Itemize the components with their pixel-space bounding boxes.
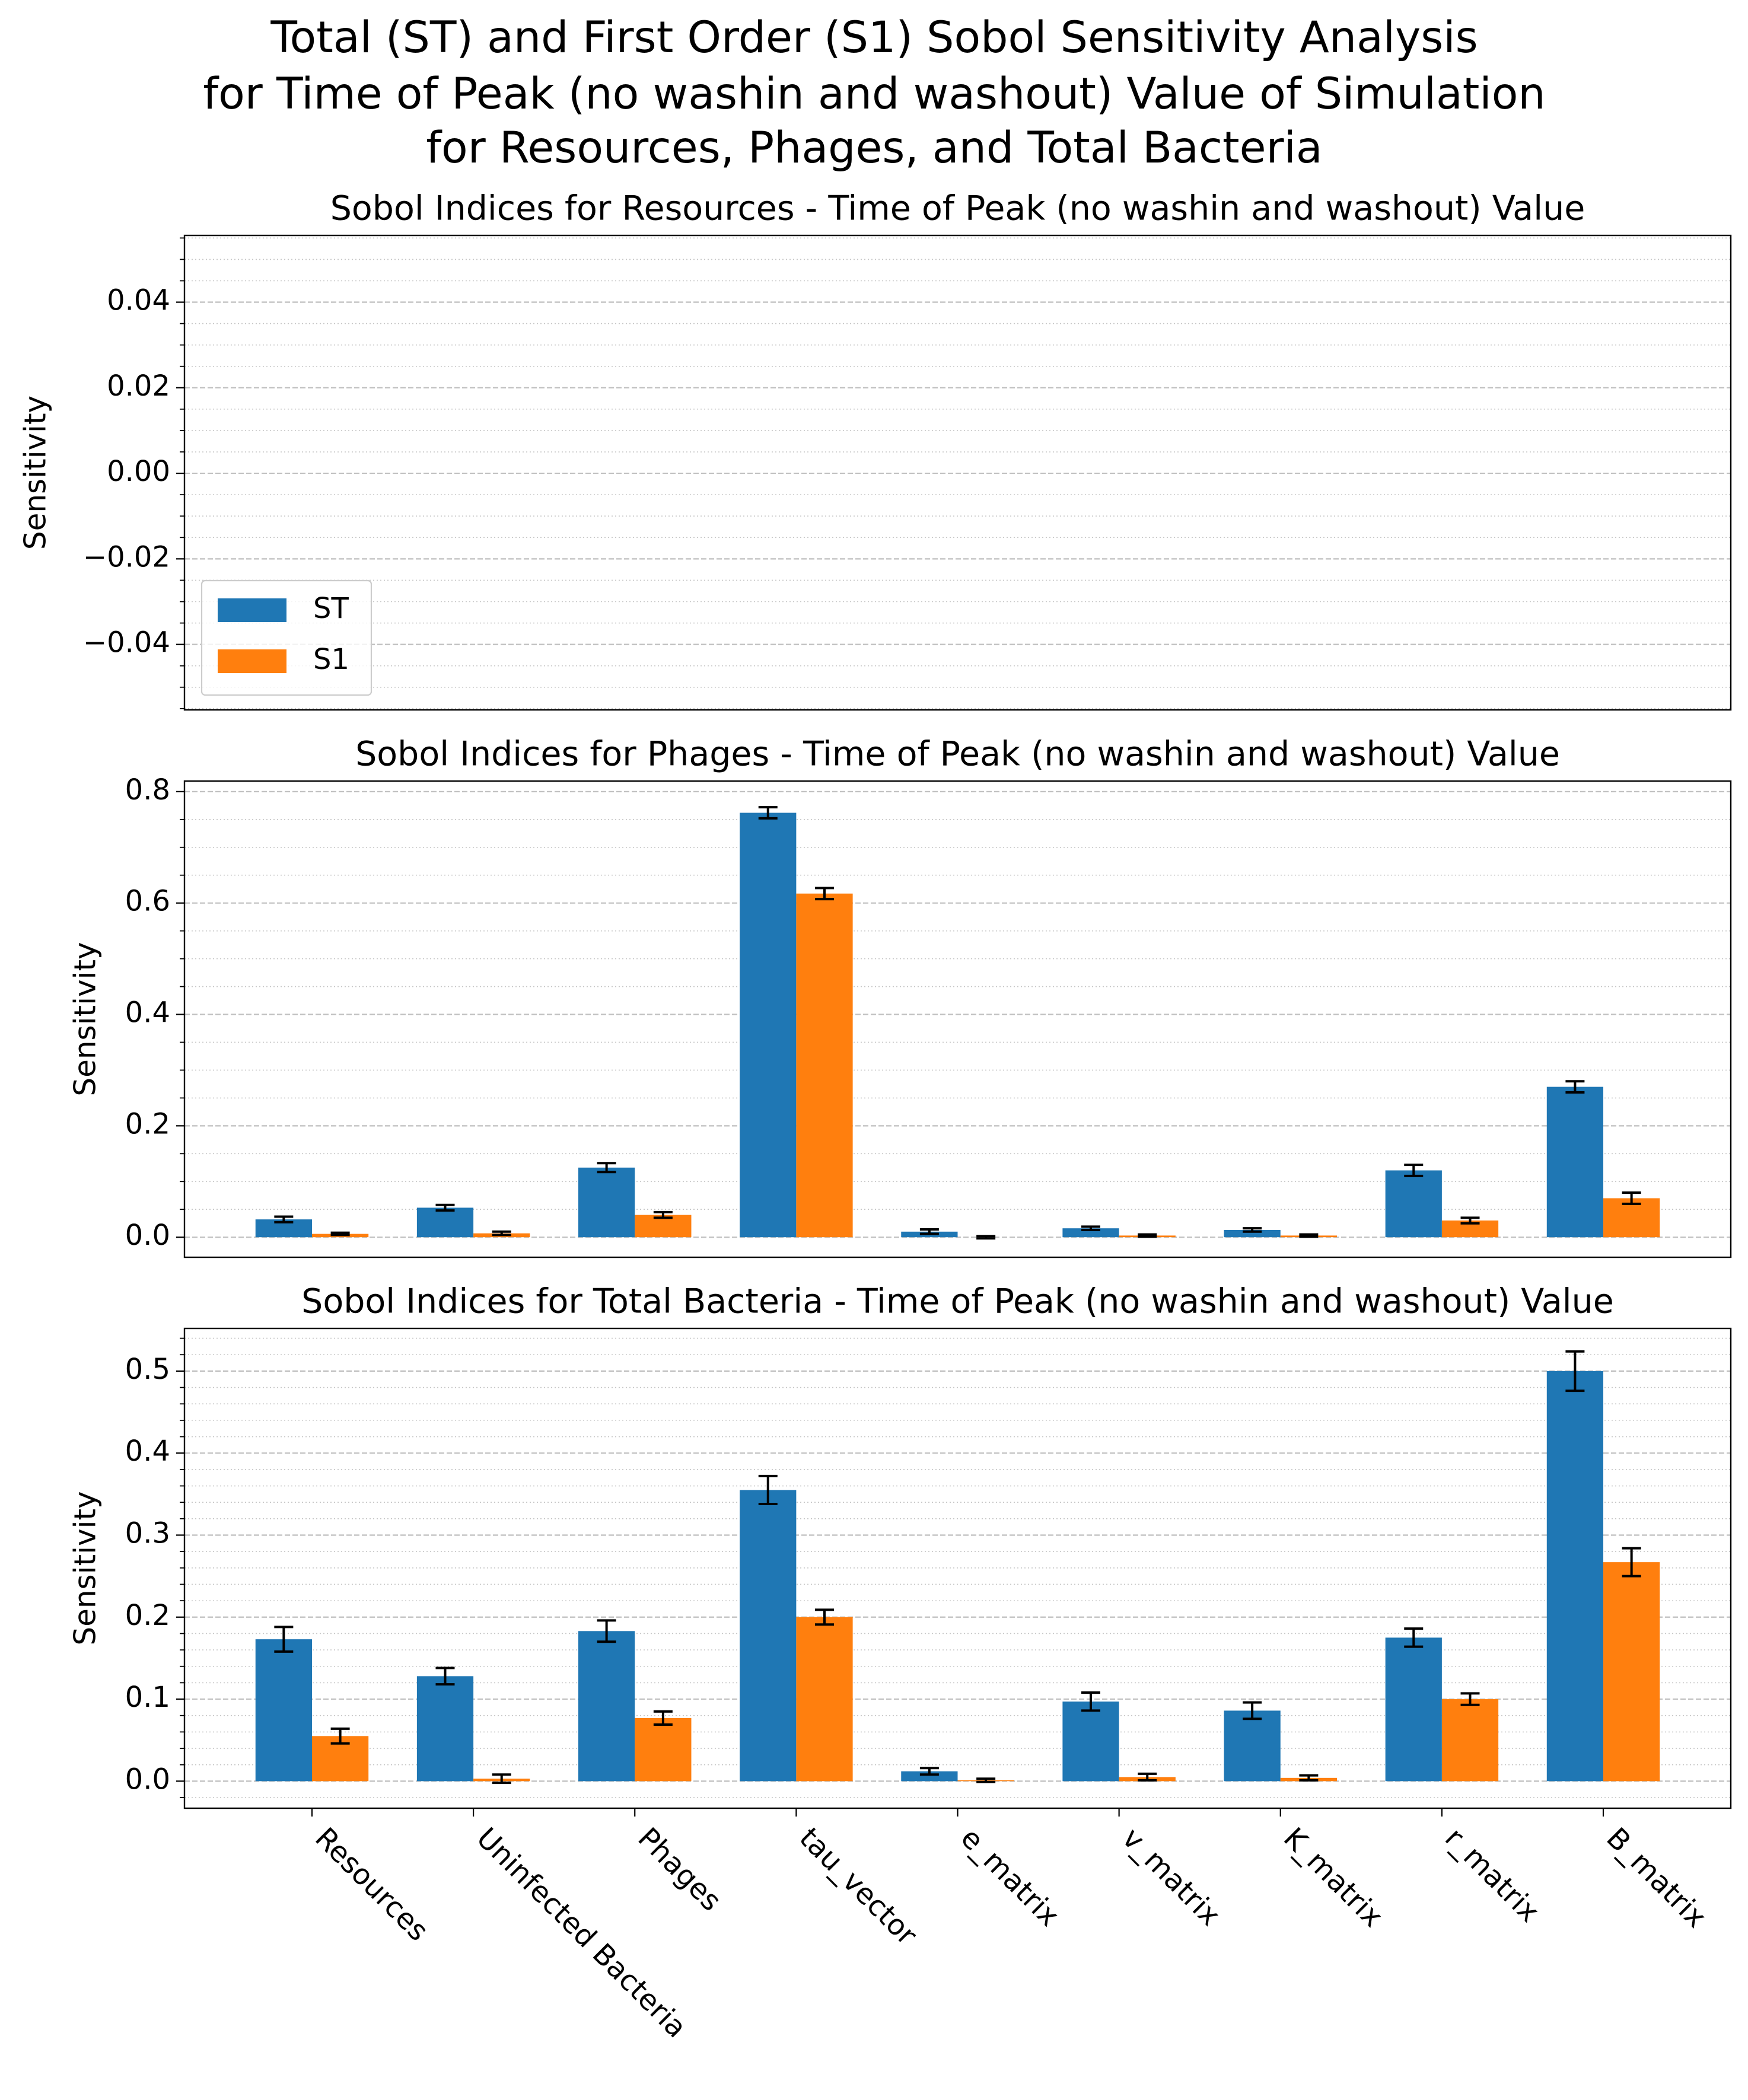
error-bar — [1622, 1191, 1641, 1205]
bar — [796, 1617, 853, 1782]
bar — [740, 1490, 797, 1782]
y-axis-label: Sensitivity — [68, 1491, 103, 1645]
error-bar — [1404, 1164, 1424, 1177]
error-bar — [1565, 1350, 1585, 1392]
y-tick-label: 0.04 — [107, 284, 170, 317]
axes-frame — [183, 234, 1732, 711]
legend-label: ST — [313, 592, 349, 625]
error-bar — [653, 1710, 673, 1726]
error-bar — [1299, 1774, 1319, 1782]
subplot-title: Sobol Indices for Resources - Time of Pe… — [330, 189, 1585, 228]
error-bar — [976, 1777, 996, 1783]
bar — [740, 812, 797, 1238]
y-tick-label: −0.02 — [83, 540, 170, 573]
bar — [1224, 1229, 1281, 1238]
error-bar — [1299, 1233, 1319, 1238]
error-bar — [976, 1235, 996, 1240]
error-bar — [653, 1210, 673, 1219]
error-bar — [1404, 1627, 1424, 1648]
error-bar — [274, 1215, 294, 1223]
bar — [1441, 1699, 1499, 1782]
bar — [255, 1639, 312, 1782]
y-tick-label: 0.2 — [125, 1107, 170, 1140]
y-tick-label: 0.8 — [125, 773, 170, 807]
error-bar — [758, 1474, 778, 1505]
bar — [578, 1631, 635, 1782]
bar — [1546, 1086, 1604, 1238]
subplot-title: Sobol Indices for Phages - Time of Peak … — [355, 735, 1560, 774]
figure-title: for Time of Peak (no washin and washout)… — [203, 69, 1545, 119]
y-tick-label: 0.5 — [125, 1353, 170, 1386]
error-bar — [1565, 1080, 1585, 1094]
figure-title: Total (ST) and First Order (S1) Sobol Se… — [270, 12, 1478, 63]
error-bar — [1622, 1547, 1641, 1578]
y-axis-label: Sensitivity — [68, 942, 103, 1096]
y-tick-label: −0.04 — [83, 626, 170, 659]
legend-label: S1 — [313, 643, 349, 676]
error-bar — [274, 1626, 294, 1653]
y-tick-label: 0.6 — [125, 885, 170, 918]
bar — [416, 1676, 474, 1782]
error-bar — [1081, 1225, 1101, 1231]
bar — [1385, 1637, 1442, 1782]
error-bar — [1460, 1692, 1480, 1706]
bar — [635, 1717, 692, 1782]
bar — [578, 1167, 635, 1238]
bar — [416, 1207, 474, 1238]
y-tick-label: 0.4 — [125, 996, 170, 1030]
y-axis-label: Sensitivity — [18, 396, 53, 550]
bar — [1385, 1170, 1442, 1238]
bar — [901, 1771, 958, 1782]
error-bar — [330, 1231, 350, 1237]
error-bar — [919, 1228, 939, 1235]
error-bar — [597, 1619, 616, 1643]
y-tick-label: 0.4 — [125, 1435, 170, 1468]
error-bar — [597, 1162, 616, 1174]
bar — [1062, 1228, 1119, 1238]
error-bar — [758, 806, 778, 820]
bar — [1062, 1701, 1119, 1782]
error-bar — [435, 1666, 455, 1686]
error-bar — [330, 1727, 350, 1745]
legend-swatch — [218, 649, 286, 673]
y-tick-label: 0.0 — [125, 1219, 170, 1252]
y-tick-label: 0.0 — [125, 1763, 170, 1796]
error-bar — [492, 1230, 511, 1237]
error-bar — [1243, 1701, 1262, 1720]
subplot-title: Sobol Indices for Total Bacteria - Time … — [301, 1282, 1614, 1321]
error-bar — [1460, 1216, 1480, 1225]
y-tick-label: 0.00 — [107, 455, 170, 488]
error-bar — [435, 1203, 455, 1212]
error-bar — [492, 1773, 511, 1784]
y-tick-label: 0.2 — [125, 1599, 170, 1632]
bar — [796, 893, 853, 1238]
error-bar — [919, 1767, 939, 1776]
error-bar — [1138, 1772, 1157, 1782]
bar — [1546, 1371, 1604, 1782]
legend-swatch — [218, 598, 286, 622]
bar — [1603, 1562, 1660, 1782]
figure-title: for Resources, Phages, and Total Bacteri… — [426, 123, 1322, 173]
y-tick-label: 0.1 — [125, 1681, 170, 1714]
y-tick-label: 0.3 — [125, 1516, 170, 1550]
error-bar — [814, 1608, 834, 1626]
y-tick-label: 0.02 — [107, 369, 170, 403]
error-bar — [1081, 1691, 1101, 1712]
axes-frame — [183, 780, 1732, 1258]
error-bar — [1138, 1233, 1157, 1238]
error-bar — [814, 887, 834, 901]
error-bar — [1243, 1227, 1262, 1233]
bar — [1224, 1710, 1281, 1782]
